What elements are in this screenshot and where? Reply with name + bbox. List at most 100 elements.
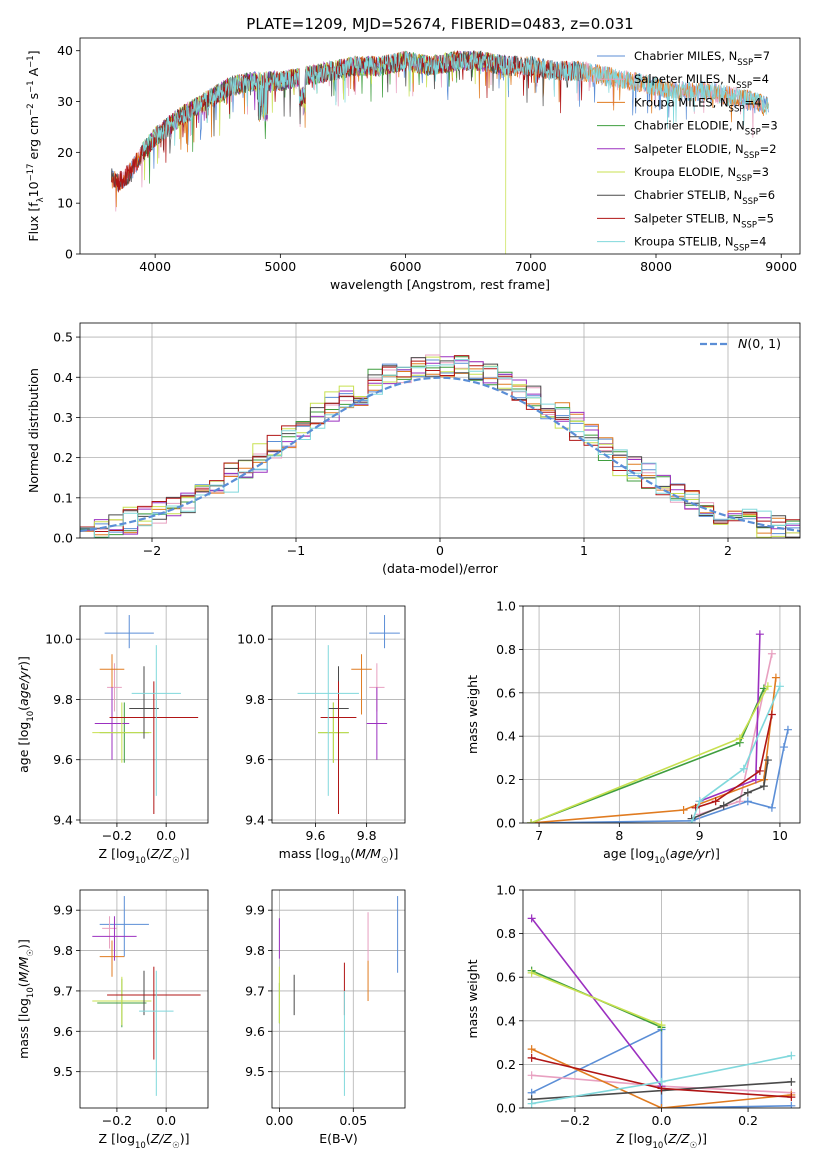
- weight-marker: [527, 819, 536, 823]
- weight-line: [530, 729, 789, 823]
- y-tick-label: 0.6: [496, 685, 516, 700]
- axes-frame: [522, 889, 801, 1109]
- x-tick-label: 2: [724, 543, 732, 558]
- y-tick-label: 0.4: [496, 729, 516, 744]
- weight-marker: [787, 1093, 796, 1102]
- y-tick-label: 0.1: [53, 490, 73, 505]
- weight-marker: [657, 1021, 666, 1030]
- y-tick-label: 0.2: [496, 1057, 516, 1072]
- weight-marker: [739, 764, 748, 773]
- y-tick-label: 9.9: [53, 903, 73, 918]
- plot-area: [523, 606, 800, 823]
- x-tick-label: −0.2: [102, 828, 132, 843]
- y-tick-label: 1.0: [496, 599, 516, 614]
- x-tick-label: 7: [535, 828, 543, 843]
- weight-marker: [755, 766, 764, 775]
- x-tick-label: 0.05: [339, 1113, 367, 1128]
- x-axis-label: Z [log10(Z/Z☉)]: [616, 1131, 707, 1151]
- weight-marker: [695, 797, 704, 806]
- weight-marker: [527, 1071, 536, 1080]
- weight-marker: [763, 756, 772, 765]
- panel-spectrum: 4000 5000 6000 7000 8000 9000 0 10 20 30 40 wavelen…: [26, 37, 801, 292]
- y-tick-label: 0.4: [496, 1013, 516, 1028]
- weight-marker: [527, 1053, 536, 1062]
- plot-area: [80, 323, 800, 538]
- y-tick-label: 30: [57, 94, 73, 109]
- y-axis-label: Normed distribution: [26, 368, 41, 493]
- x-tick-label: 9: [696, 828, 704, 843]
- legend-label: Chabrier STELIB, NSSP=6: [634, 188, 775, 207]
- x-tick-label: 6000: [390, 259, 422, 274]
- hist-step-kroupa-stelib: [80, 359, 800, 538]
- weight-marker: [751, 775, 760, 784]
- weight-marker: [687, 819, 696, 823]
- x-tick-label: 1: [580, 543, 588, 558]
- weight-marker: [735, 734, 744, 743]
- panel-ebv_mass: 0.00 0.05 9.5 9.6 9.7 9.8 9.9 E(B-V): [245, 889, 406, 1146]
- y-tick-label: 0: [65, 247, 73, 262]
- y-axis-label: mass weight: [465, 675, 480, 754]
- legend-label: Kroupa MILES, NSSP=4: [634, 95, 761, 114]
- y-tick-label: 0.8: [496, 642, 516, 657]
- panel-z_age: −0.2 0.0 9.4 9.6 9.8 10.0 Z [log10(Z/Z☉)] age […: [16, 605, 209, 866]
- weight-marker: [735, 797, 744, 806]
- legend-label: Chabrier ELODIE, NSSP=3: [634, 119, 778, 138]
- legend-label: Salpeter ELODIE, NSSP=2: [634, 142, 777, 161]
- panel-residual_hist: −2 −1 0 1 2 0.0 0.1 0.2 0.3 0.4 0.5 (data-model)/er…: [26, 322, 801, 576]
- x-tick-label: 8: [615, 828, 623, 843]
- y-tick-label: 40: [57, 43, 73, 58]
- x-tick-label: −1: [287, 543, 305, 558]
- weight-marker: [743, 788, 752, 797]
- weight-line: [531, 917, 663, 1087]
- figure-title: PLATE=1209, MJD=52674, FIBERID=0483, z=0…: [246, 15, 633, 33]
- y-tick-label: 10: [57, 196, 73, 211]
- x-tick-label: 8000: [640, 259, 672, 274]
- weight-marker: [787, 1101, 796, 1108]
- plot-area: [80, 606, 208, 823]
- y-tick-label: 0.6: [496, 970, 516, 985]
- spectrum-line-kroupa-stelib: [142, 50, 770, 155]
- y-tick-label: 0.0: [496, 816, 516, 831]
- weight-marker: [787, 1077, 796, 1086]
- weight-marker: [767, 710, 776, 719]
- weight-marker: [771, 673, 780, 682]
- y-tick-label: 9.4: [53, 812, 73, 827]
- panel-age_weight: 7 8 9 10 0.0 0.2 0.4 0.6 0.8 1.0 age [log10(age/yr…: [465, 599, 801, 866]
- weight-marker: [719, 801, 728, 810]
- weight-marker: [783, 725, 792, 734]
- legend-label: Chabrier MILES, NSSP=7: [634, 49, 770, 68]
- y-tick-label: 9.6: [245, 752, 265, 767]
- y-axis-label: mass [log10(M/M☉)]: [16, 939, 36, 1059]
- weight-marker: [527, 968, 536, 977]
- x-tick-label: 7000: [515, 259, 547, 274]
- weight-line: [690, 685, 781, 823]
- weight-line: [531, 972, 662, 1026]
- y-tick-label: 0.5: [53, 330, 73, 345]
- y-tick-label: 9.6: [53, 1024, 73, 1039]
- legend-label: Salpeter MILES, NSSP=4: [634, 72, 769, 91]
- weight-marker: [767, 803, 776, 812]
- x-tick-label: −2: [143, 543, 161, 558]
- x-tick-label: 9.8: [357, 828, 377, 843]
- weight-marker: [657, 1077, 666, 1086]
- y-axis-label: age [log10(age/yr)]: [16, 656, 36, 773]
- panels: 4000 5000 6000 7000 8000 9000010203040wavelen…: [16, 37, 801, 1151]
- y-tick-label: 9.6: [245, 1024, 265, 1039]
- axes-frame: [79, 605, 209, 824]
- y-tick-label: 9.8: [245, 943, 265, 958]
- panel-z_mass: −0.2 0.0 9.5 9.6 9.7 9.8 9.9 Z [log10(Z/Z☉)] mas…: [16, 889, 209, 1151]
- weight-marker: [527, 1045, 536, 1054]
- y-tick-label: 9.8: [53, 692, 73, 707]
- axes-frame: [522, 605, 801, 824]
- x-tick-label: 9.6: [306, 828, 326, 843]
- x-tick-label: 0.2: [738, 1113, 758, 1128]
- x-axis-label: (data-model)/error: [382, 561, 499, 576]
- x-tick-label: 0.0: [156, 828, 176, 843]
- y-tick-label: 20: [57, 145, 73, 160]
- x-tick-label: 9000: [765, 259, 797, 274]
- x-axis-label: mass [log10(M/M☉)]: [279, 846, 399, 866]
- y-axis-label: mass weight: [465, 959, 480, 1038]
- legend-label: Kroupa STELIB, NSSP=4: [634, 235, 766, 254]
- weight-marker: [657, 1104, 666, 1108]
- y-axis-label: Flux [fλ10−17 erg cm−2 s−1 A−1]: [26, 50, 46, 241]
